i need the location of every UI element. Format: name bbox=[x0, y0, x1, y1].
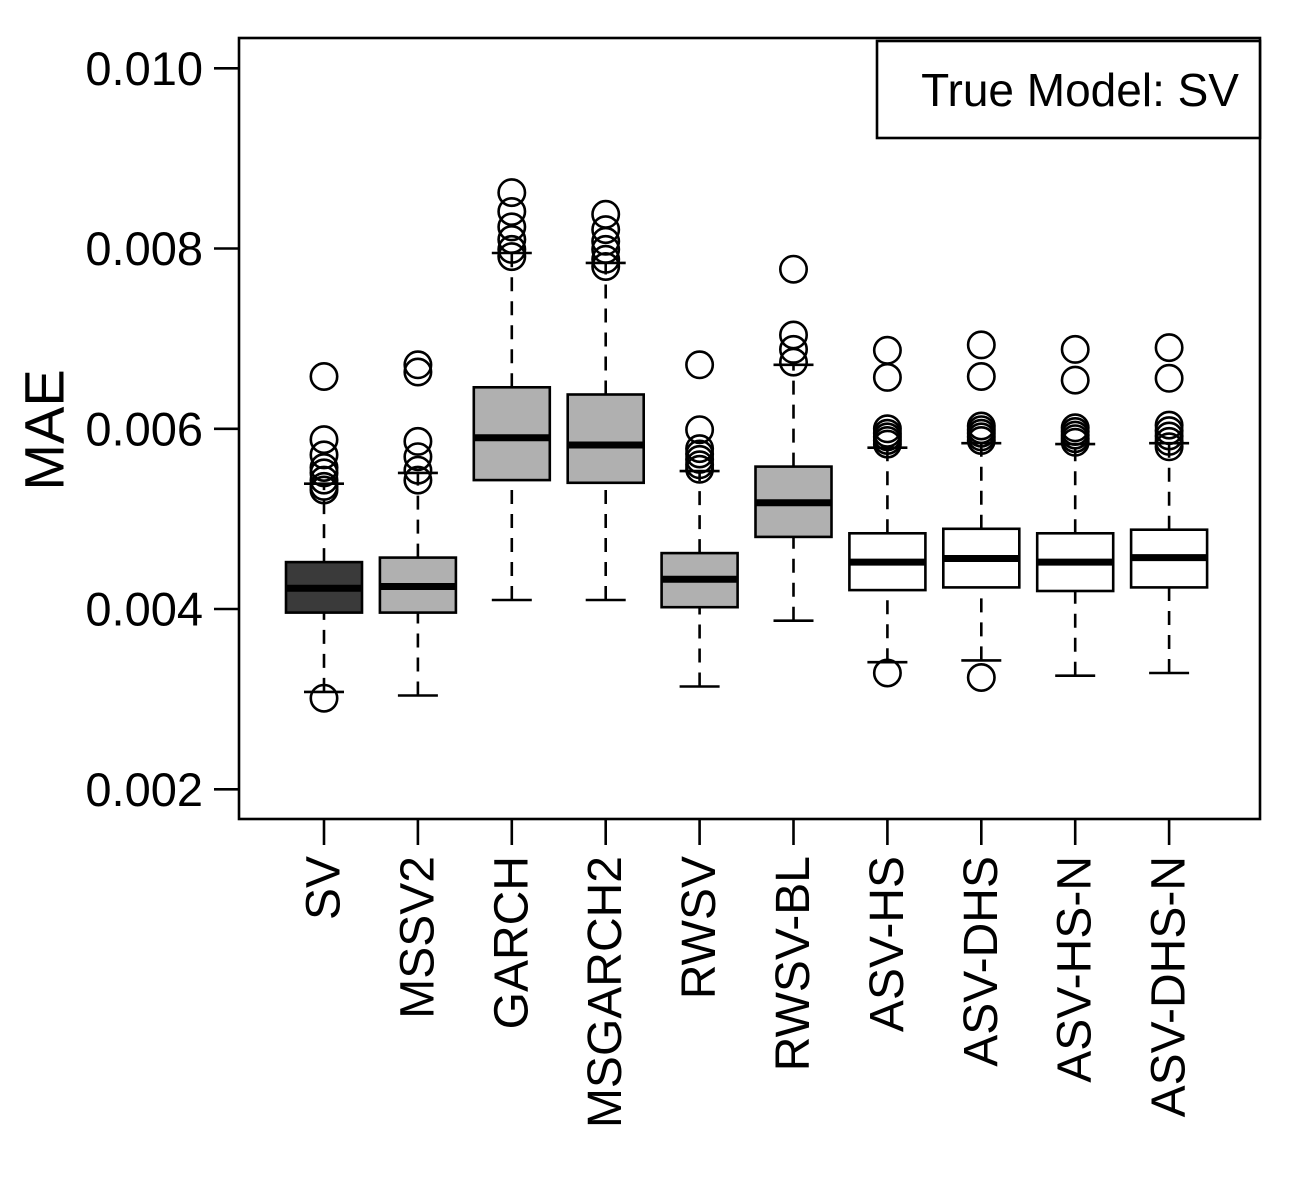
outlier-point bbox=[591, 215, 621, 245]
box-group-ASV-DHS-N: ASV-DHS-N bbox=[1129, 333, 1209, 1117]
box-group-SV: SV bbox=[284, 361, 364, 920]
x-category-label: SV bbox=[298, 856, 351, 920]
outlier-point bbox=[403, 357, 433, 387]
outlier-point bbox=[309, 425, 339, 455]
x-category-label: ASV-HS-N bbox=[1049, 856, 1102, 1083]
box-group-MSGARCH2: MSGARCH2 bbox=[566, 199, 646, 1128]
outlier-point bbox=[1060, 365, 1090, 395]
y-tick-label: 0.002 bbox=[85, 763, 203, 816]
outlier-point bbox=[685, 434, 715, 464]
outlier-point bbox=[497, 178, 527, 208]
x-category-label: GARCH bbox=[485, 856, 538, 1029]
outlier-point bbox=[1060, 334, 1090, 364]
box-group-RWSV-BL: RWSV-BL bbox=[754, 254, 833, 1071]
x-category-label: ASV-DHS-N bbox=[1143, 856, 1196, 1117]
x-category-label: RWSV bbox=[673, 856, 726, 999]
outlier-point bbox=[497, 225, 527, 255]
outlier-point bbox=[966, 662, 996, 692]
outlier-point bbox=[872, 658, 902, 688]
iqr-box bbox=[566, 393, 646, 485]
outlier-point bbox=[403, 350, 433, 380]
outlier-point bbox=[403, 442, 433, 472]
outlier-point bbox=[685, 415, 715, 445]
outlier-point bbox=[872, 335, 902, 365]
outlier-point bbox=[966, 361, 996, 391]
outlier-point bbox=[591, 234, 621, 264]
outlier-point bbox=[309, 683, 339, 713]
outlier-point bbox=[403, 426, 433, 456]
outlier-point bbox=[497, 212, 527, 242]
outlier-point bbox=[966, 411, 996, 441]
outlier-point bbox=[966, 330, 996, 360]
outlier-point bbox=[309, 452, 339, 482]
outlier-point bbox=[497, 197, 527, 227]
y-tick-label: 0.010 bbox=[85, 42, 203, 95]
outlier-point bbox=[778, 334, 808, 364]
outlier-point bbox=[591, 244, 621, 274]
x-category-label: RWSV-BL bbox=[767, 856, 820, 1071]
y-tick-label: 0.004 bbox=[85, 583, 203, 636]
y-tick-label: 0.008 bbox=[85, 222, 203, 275]
outlier-point bbox=[778, 254, 808, 284]
x-category-label: MSSV2 bbox=[391, 856, 444, 1019]
outlier-point bbox=[1154, 410, 1184, 440]
outlier-point bbox=[403, 465, 433, 495]
legend-box bbox=[875, 39, 1262, 140]
box-group-ASV-HS-N: ASV-HS-N bbox=[1035, 334, 1115, 1083]
outlier-point bbox=[685, 350, 715, 380]
outlier-point bbox=[309, 361, 339, 391]
box-group-RWSV: RWSV bbox=[660, 350, 739, 999]
legend-label: True Model: SV bbox=[921, 64, 1239, 116]
y-tick-label: 0.006 bbox=[85, 402, 203, 455]
outlier-point bbox=[1060, 413, 1090, 443]
outlier-point bbox=[591, 199, 621, 229]
x-category-label: ASV-HS bbox=[861, 856, 914, 1032]
outlier-point bbox=[872, 414, 902, 444]
outlier-point bbox=[497, 242, 527, 272]
x-category-label: MSGARCH2 bbox=[579, 856, 632, 1128]
outlier-point bbox=[1154, 333, 1184, 363]
box-group-ASV-HS: ASV-HS bbox=[848, 335, 927, 1032]
outlier-point bbox=[778, 320, 808, 350]
box-group-ASV-DHS: ASV-DHS bbox=[941, 330, 1021, 1067]
y-axis-title: MAE bbox=[13, 369, 76, 490]
box-group-GARCH: GARCH bbox=[472, 178, 552, 1029]
outlier-point bbox=[403, 455, 433, 485]
legend: True Model: SV bbox=[875, 39, 1262, 140]
iqr-box bbox=[472, 385, 552, 482]
x-category-label: ASV-DHS bbox=[955, 856, 1008, 1067]
box-group-MSSV2: MSSV2 bbox=[378, 350, 458, 1019]
outlier-point bbox=[497, 234, 527, 264]
outlier-point bbox=[309, 471, 339, 501]
outlier-point bbox=[309, 440, 339, 470]
outlier-point bbox=[1154, 363, 1184, 393]
